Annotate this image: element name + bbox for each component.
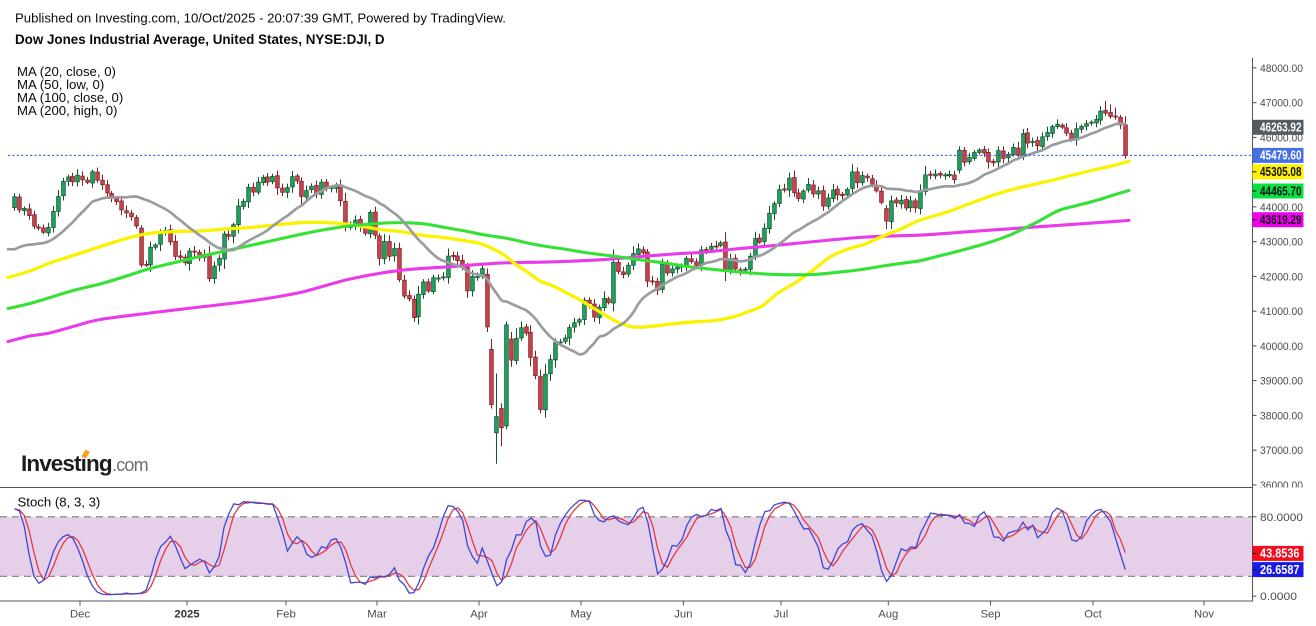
svg-text:42000.00: 42000.00 [1260,271,1303,283]
svg-text:Oct: Oct [1084,609,1102,621]
svg-text:43619.29: 43619.29 [1260,213,1302,227]
svg-text:Feb: Feb [276,609,295,621]
svg-text:Dow Jones Industrial Average,: Dow Jones Industrial Average, United Sta… [15,32,385,47]
svg-text:Nov: Nov [1194,609,1214,621]
svg-text:46263.92: 46263.92 [1260,121,1302,135]
svg-text:38000.00: 38000.00 [1260,410,1303,422]
svg-text:43.8536: 43.8536 [1260,547,1300,561]
svg-text:Mar: Mar [367,609,387,621]
svg-text:43000.00: 43000.00 [1260,237,1303,249]
svg-text:26.6587: 26.6587 [1260,563,1300,577]
svg-text:44000.00: 44000.00 [1260,202,1303,214]
svg-text:80.0000: 80.0000 [1260,512,1303,524]
svg-text:41000.00: 41000.00 [1260,306,1303,318]
svg-text:0.0000: 0.0000 [1260,591,1297,603]
svg-text:MA (50, low, 0): MA (50, low, 0) [17,77,104,92]
svg-text:Jul: Jul [774,609,788,621]
svg-text:Jun: Jun [674,609,692,621]
svg-text:45305.08: 45305.08 [1260,165,1302,179]
svg-text:37000.00: 37000.00 [1260,445,1303,457]
svg-text:MA (200, high, 0): MA (200, high, 0) [17,103,117,118]
svg-text:Apr: Apr [470,609,488,621]
svg-text:44465.70: 44465.70 [1260,184,1302,198]
svg-text:45479.60: 45479.60 [1260,149,1302,163]
svg-text:.com: .com [112,455,148,475]
svg-text:MA (20, close, 0): MA (20, close, 0) [17,64,116,79]
svg-text:36000.00: 36000.00 [1260,480,1303,492]
svg-text:2025: 2025 [174,609,199,621]
svg-text:40000.00: 40000.00 [1260,341,1303,353]
svg-text:Published on Investing.com, 10: Published on Investing.com, 10/Oct/2025 … [15,11,506,26]
svg-text:46000.00: 46000.00 [1260,132,1303,144]
svg-text:Stoch (8, 3, 3): Stoch (8, 3, 3) [18,495,101,510]
svg-text:Aug: Aug [878,609,898,621]
svg-text:Investing: Investing [21,451,112,476]
svg-text:May: May [570,609,592,621]
svg-text:47000.00: 47000.00 [1260,98,1303,110]
svg-text:39000.00: 39000.00 [1260,376,1303,388]
svg-text:Dec: Dec [70,609,90,621]
svg-text:48000.00: 48000.00 [1260,63,1303,75]
svg-text:MA (100, close, 0): MA (100, close, 0) [17,90,123,105]
svg-text:Sep: Sep [980,609,1000,621]
